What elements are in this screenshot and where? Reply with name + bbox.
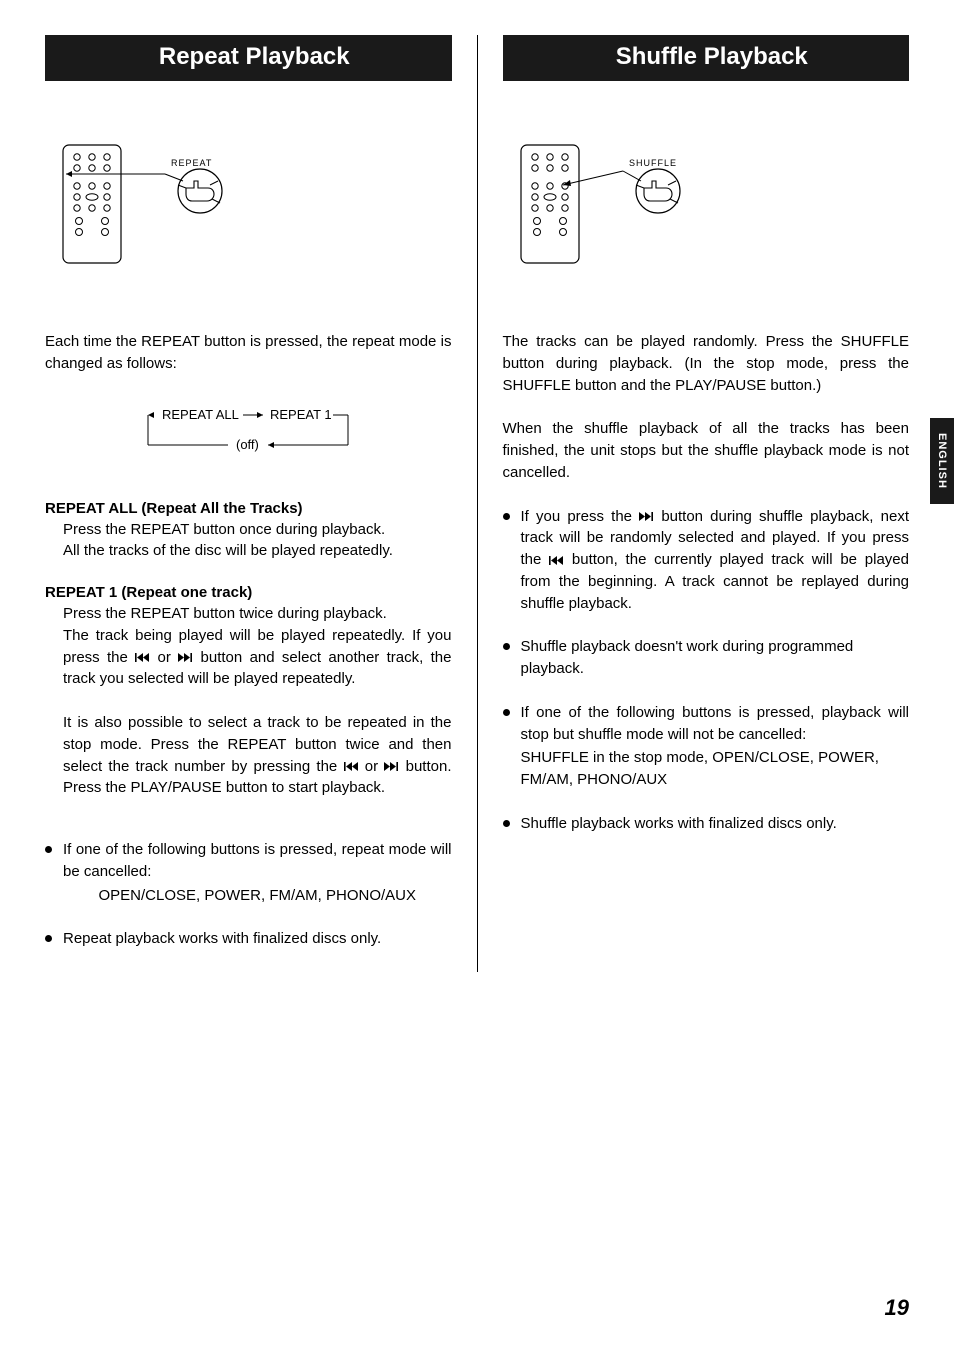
svg-text:(off): (off) <box>236 437 259 452</box>
column-separator <box>477 35 478 972</box>
shuffle-bullet-stop: If one of the following buttons is press… <box>503 702 910 746</box>
skip-back-icon <box>135 653 150 662</box>
repeat-cancel-list: OPEN/CLOSE, POWER, FM/AM, PHONO/AUX <box>45 885 452 907</box>
shuffle-remote-illustration: SHUFFLE <box>503 141 910 271</box>
skip-back-icon <box>344 762 359 771</box>
repeat-title: Repeat Playback <box>45 35 452 81</box>
repeat-all-section: REPEAT ALL (Repeat All the Tracks) Press… <box>45 500 452 563</box>
repeat-all-l1: Press the REPEAT button once during play… <box>45 519 452 541</box>
left-column: Repeat Playback REPEAT Each time the REP… <box>45 35 452 972</box>
skip-forward-icon <box>639 512 654 521</box>
page-number: 19 <box>885 1295 909 1321</box>
skip-back-icon <box>549 556 564 565</box>
shuffle-p1: The tracks can be played randomly. Press… <box>503 331 910 396</box>
repeat-all-l2: All the tracks of the disc will be playe… <box>45 540 452 562</box>
repeat-all-head: REPEAT ALL (Repeat All the Tracks) <box>45 500 452 517</box>
repeat-bullet-finalized: Repeat playback works with finalized dis… <box>45 928 452 950</box>
shuffle-bullet-finalized: Shuffle playback works with finalized di… <box>503 813 910 835</box>
repeat1-head: REPEAT 1 (Repeat one track) <box>45 584 452 601</box>
svg-text:REPEAT ALL: REPEAT ALL <box>162 407 239 422</box>
repeat-remote-illustration: REPEAT <box>45 141 452 271</box>
shuffle-bullet-programmed: Shuffle playback doesn't work during pro… <box>503 636 910 680</box>
repeat1-p1: The track being played will be played re… <box>45 625 452 690</box>
shuffle-title: Shuffle Playback <box>503 35 910 81</box>
repeat-bullet-cancel: If one of the following buttons is press… <box>45 839 452 883</box>
repeat1-p2: It is also possible to select a track to… <box>45 712 452 799</box>
repeat-cycle-diagram: REPEAT ALL REPEAT 1 (off) <box>45 405 452 460</box>
shuffle-p2: When the shuffle playback of all the tra… <box>503 418 910 483</box>
repeat-intro: Each time the REPEAT button is pressed, … <box>45 331 452 375</box>
skip-forward-icon <box>384 762 399 771</box>
repeat-one-section: REPEAT 1 (Repeat one track) Press the RE… <box>45 584 452 799</box>
remote-label-shuffle: SHUFFLE <box>629 158 677 168</box>
repeat1-l1: Press the REPEAT button twice during pla… <box>45 603 452 625</box>
shuffle-bullet-skip: If you press the button during shuffle p… <box>503 506 910 615</box>
remote-label-repeat: REPEAT <box>171 158 212 168</box>
language-tab: ENGLISH <box>930 418 954 504</box>
shuffle-stop-list: SHUFFLE in the stop mode, OPEN/CLOSE, PO… <box>503 747 910 791</box>
svg-text:REPEAT 1: REPEAT 1 <box>270 407 332 422</box>
skip-forward-icon <box>178 653 193 662</box>
right-column: Shuffle Playback SHUFFLE The tracks can … <box>503 35 910 972</box>
